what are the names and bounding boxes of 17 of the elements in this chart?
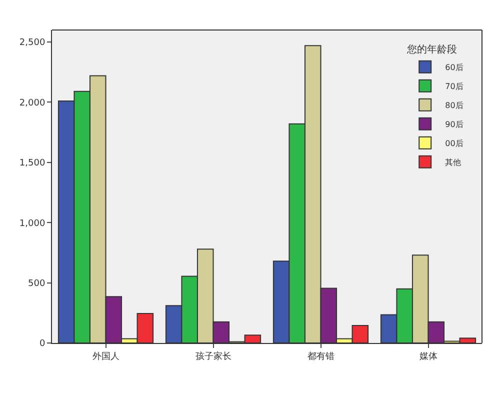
x-tick-label: 都有错: [307, 350, 334, 362]
y-tick-label: 2,500: [19, 38, 46, 48]
legend-label: 00后: [445, 139, 464, 148]
x-tick-label: 外国人: [92, 350, 120, 362]
legend-label: 90后: [445, 120, 464, 130]
x-tick-label: 媒体: [419, 350, 438, 362]
y-tick-label: 1,500: [19, 158, 46, 169]
legend-label: 其他: [445, 158, 462, 168]
legend-label: 70后: [445, 82, 464, 92]
x-tick-label: 孩子家长: [195, 350, 232, 362]
legend-label: 80后: [445, 101, 464, 110]
legend-title: 您的年龄段: [406, 43, 458, 56]
y-tick-label: 2,000: [19, 98, 46, 108]
y-tick-label: 0: [39, 339, 46, 350]
legend-label: 60后: [445, 63, 464, 72]
y-tick-label: 500: [28, 278, 46, 289]
y-tick-label: 1,000: [19, 218, 46, 229]
